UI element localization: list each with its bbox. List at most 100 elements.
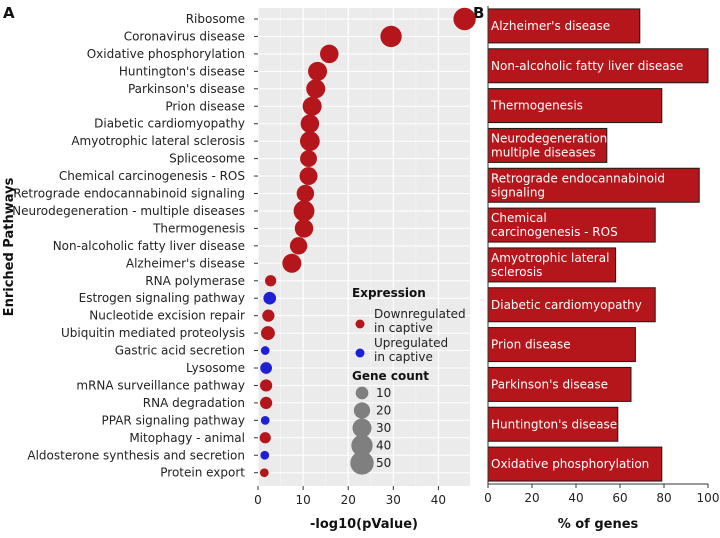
bar-label: Non-alcoholic fatty liver disease [491,59,683,73]
y-tick-label: Ubiquitin mediated proteolysis [61,326,245,340]
data-point [260,326,275,341]
legend-size-label: 40 [376,439,391,453]
y-tick-label: Retrograde endocannabinoid signaling [13,187,245,201]
bar-label: Oxidative phosphorylation [491,457,649,471]
data-point [380,25,402,48]
y-tick-label: Huntington's disease [119,64,245,78]
bar-chart-panel-b: Alzheimer's disease Non-alcoholic fatty l… [484,6,719,532]
data-point [260,415,270,425]
legend-swatch-down [355,319,365,329]
y-tick-label: Protein export [160,466,245,480]
y-tick-label: PPAR signaling pathway [102,413,245,427]
bar-label: Thermogenesis [490,99,583,113]
data-point [308,61,328,81]
y-tick-label: Diabetic cardiomyopathy [94,117,245,131]
bar-label: Prion disease [491,338,571,352]
y-tick-label: Thermogenesis [152,221,245,235]
legend-expression-label: Upregulated [374,336,448,350]
bar-label: Alzheimer's disease [491,19,610,33]
panel-b-label: B [473,4,484,22]
legend-size-circle [350,451,374,475]
data-point [300,131,320,152]
legend-size-label: 30 [376,421,391,435]
bar-label: Amyotrophic lateral [491,251,609,265]
x-tick-label: 0 [484,491,492,505]
bar-label: Huntington's disease [491,417,617,431]
bar [487,327,636,363]
bar-label: multiple diseases [491,145,596,159]
data-point [263,291,277,305]
bar-label: carcinogenesis - ROS [491,225,618,239]
bar-label: signaling [491,185,545,199]
bar-label: Chemical [491,211,547,225]
legend-size-label: 10 [376,386,391,400]
bar [487,48,709,84]
data-point [265,275,277,287]
x-axis-title: % of genes [558,517,639,532]
y-tick-label: Aldosterone synthesis and secretion [27,448,245,462]
legend-size-label: 50 [376,456,391,470]
y-tick-label: Oxidative phosphorylation [87,47,245,61]
y-axis-title: Enriched Pathways [2,177,17,316]
y-tick-label: Prion disease [165,99,245,113]
y-tick-label: Lysosome [186,361,245,375]
y-tick-label: RNA polymerase [145,274,245,288]
data-point [289,237,308,255]
data-point [262,309,275,322]
bar-label: Diabetic cardiomyopathy [491,298,642,312]
y-tick-label: Coronavirus disease [124,29,245,43]
legend-expression-label: in captive [374,350,433,364]
bar-label: sclerosis [491,265,542,279]
data-point [294,219,314,238]
legend-expression-title: Expression [352,286,426,300]
x-tick-label: 100 [697,491,720,505]
bar [487,127,608,163]
dot-plot-panel-a: Ribosome Coronavirus disease Oxidative pho… [2,7,476,532]
y-tick-label: Chemical carcinogenesis - ROS [59,169,245,183]
data-point [260,346,270,355]
y-tick-label: Gastric acid secretion [115,344,245,358]
y-tick-label: mRNA surveillance pathway [76,378,245,392]
x-tick-label: 60 [612,491,627,505]
legend-size-label: 20 [376,404,391,418]
x-tick-label: 20 [524,491,539,505]
x-tick-label: 40 [431,493,446,507]
data-point [259,468,269,478]
legend-size-circle [353,402,371,419]
x-tick-label: 0 [254,493,262,507]
y-tick-label: Estrogen signaling pathway [79,291,245,305]
bar-label: Neurodegeneration- [491,131,612,145]
x-axis-title: -log10(pValue) [310,517,418,532]
y-tick-label: Nucleotide excision repair [89,309,245,323]
y-tick-label: Alzheimer's disease [126,256,245,270]
y-tick-label: Ribosome [186,12,245,26]
bar-label: Retrograde endocannabinoid [491,171,665,185]
data-point [282,253,302,273]
data-point [320,44,339,64]
data-point [300,114,320,133]
x-tick-label: 20 [341,493,356,507]
bar [487,207,656,243]
legend-size-circle [355,386,369,400]
data-point [260,450,270,460]
panel-a-label: A [3,4,15,22]
data-point [296,184,315,203]
data-point [302,96,322,116]
legend-swatch-up [355,348,365,358]
data-point [260,379,273,392]
y-tick-label: Parkinson's disease [128,82,245,96]
x-tick-label: 30 [386,493,401,507]
data-point [260,362,272,374]
bar [487,287,656,323]
x-tick-label: 80 [656,491,671,505]
data-point [299,167,318,186]
legend-expression-label: in captive [374,321,433,335]
y-tick-label: Non-alcoholic fatty liver disease [53,239,245,253]
y-tick-label: RNA degradation [143,396,245,410]
bar [487,446,663,482]
x-tick-label: 10 [295,493,310,507]
data-point [300,150,317,168]
y-tick-label: Spliceosome [169,152,245,166]
